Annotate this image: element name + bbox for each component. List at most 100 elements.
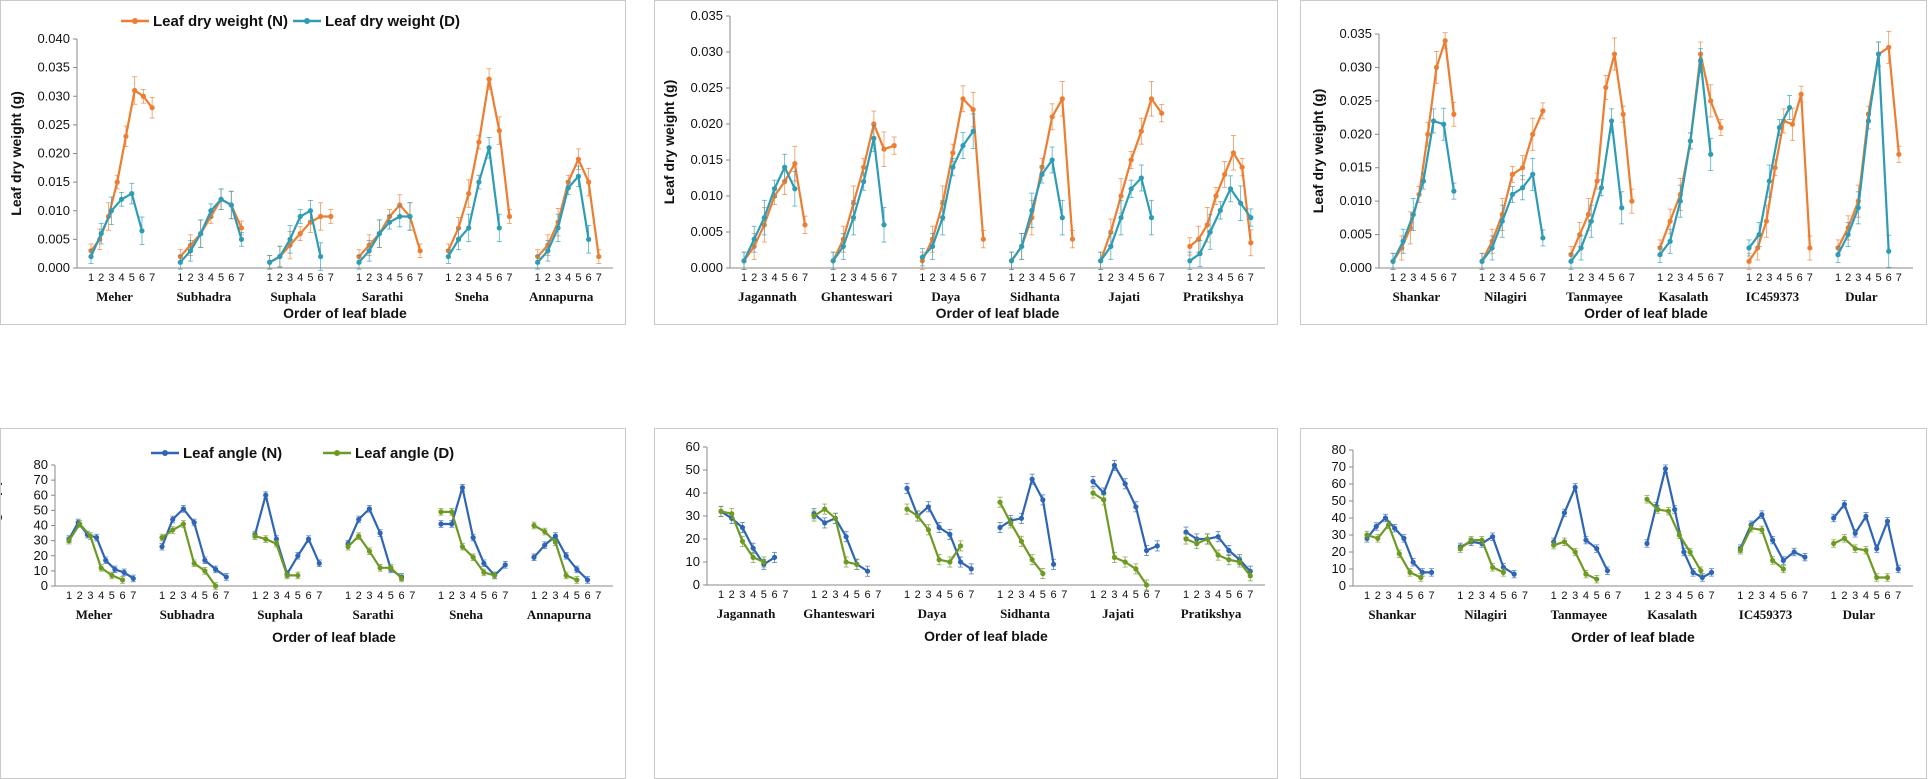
order-tick-label: 2: [1101, 589, 1107, 601]
data-point: [782, 164, 788, 170]
order-tick-label: 1: [1657, 272, 1663, 284]
y-tick-label: 60: [1332, 476, 1346, 491]
series-line: [90, 88, 153, 252]
data-point: [1667, 238, 1673, 244]
data-point: [1611, 51, 1618, 57]
data-point: [470, 535, 476, 541]
data-point: [771, 186, 778, 192]
order-tick-label: 1: [741, 272, 747, 284]
order-tick-label: 3: [1572, 590, 1578, 602]
order-tick-label: 4: [1420, 272, 1426, 284]
data-point: [596, 253, 602, 260]
data-point: [198, 231, 204, 237]
order-tick-label: 2: [277, 272, 283, 284]
weight-chart-2: 0.000 0.005 0.010 0.015 0.020 0.025 0.030 0.035…: [661, 8, 1265, 321]
order-tick-label: 4: [750, 589, 756, 601]
order-tick-label: 2: [356, 590, 362, 602]
data-point: [407, 213, 413, 220]
order-tick-label: 3: [1410, 272, 1416, 284]
weight-chart-3: 0.000 0.005 0.010 0.015 0.020 0.025 0.030 0.035…: [1310, 26, 1913, 321]
order-tick-label: 3: [739, 589, 745, 601]
legend-marker: [162, 450, 168, 456]
y-tick-label: 0.035: [690, 8, 723, 23]
data-point: [957, 543, 964, 549]
data-point: [159, 544, 165, 550]
data-point: [1594, 546, 1600, 552]
angle-panel-2: 0102030405060Leaf angle (θ)1234567Jagann…: [654, 428, 1278, 779]
data-point: [87, 533, 94, 539]
order-tick-label: 6: [1051, 589, 1057, 601]
data-point: [1069, 236, 1076, 242]
series-line: [1552, 483, 1609, 572]
order-tick-label: 4: [470, 590, 476, 602]
order-tick-label: 3: [761, 272, 767, 284]
data-point: [822, 506, 828, 512]
order-tick-label: 3: [1207, 272, 1213, 284]
data-point: [77, 521, 83, 527]
order-tick-label: 4: [771, 272, 777, 284]
data-point: [267, 259, 273, 265]
data-point: [1863, 513, 1869, 519]
x-axis-label: Order of leaf blade: [936, 305, 1060, 321]
y-tick-label: 0.000: [690, 260, 723, 275]
cultivar-label: Dular: [1843, 607, 1876, 622]
order-tick-label: 5: [1876, 272, 1882, 284]
y-tick-label: 10: [1332, 561, 1346, 576]
order-tick-label: 3: [180, 590, 186, 602]
weight-panel-2: 0.000 0.005 0.010 0.015 0.020 0.025 0.030 0.035…: [654, 0, 1278, 325]
order-tick-label: 4: [119, 272, 125, 284]
order-tick-label: 7: [417, 272, 423, 284]
order-tick-label: 2: [1019, 272, 1025, 284]
y-tick-label: 0.035: [1339, 26, 1372, 41]
data-point: [1737, 547, 1743, 553]
data-point: [366, 248, 372, 254]
order-tick-label: 2: [1748, 590, 1754, 602]
series-line: [1569, 53, 1633, 256]
data-point: [1375, 535, 1381, 541]
order-tick-label: 2: [929, 272, 935, 284]
order-tick-label: 6: [970, 272, 976, 284]
y-tick-label: 0.005: [1339, 227, 1372, 242]
order-tick-label: 7: [409, 590, 415, 602]
data-point: [1802, 554, 1808, 560]
order-tick-label: 1: [159, 590, 165, 602]
order-tick-label: 4: [843, 589, 849, 601]
series-line: [1189, 186, 1252, 262]
data-point: [555, 225, 561, 231]
order-tick-label: 7: [1802, 590, 1808, 602]
series-line: [253, 490, 321, 577]
data-point: [563, 553, 569, 559]
data-point: [1895, 566, 1901, 572]
order-tick-label: 5: [1138, 272, 1144, 284]
order-tick-label: 4: [1396, 590, 1402, 602]
data-point: [1667, 218, 1673, 224]
data-point: [1207, 229, 1213, 235]
cultivar-label: Ghanteswari: [821, 289, 893, 304]
order-tick-label: 3: [1677, 272, 1683, 284]
order-tick-label: 3: [1665, 590, 1671, 602]
order-tick-label: 2: [1489, 272, 1495, 284]
order-tick-label: 2: [98, 272, 104, 284]
data-point: [1194, 541, 1200, 547]
y-tick-label: 80: [1332, 442, 1346, 457]
y-tick-label: 0.005: [37, 231, 70, 246]
order-tick-label: 2: [170, 590, 176, 602]
order-tick-label: 3: [555, 272, 561, 284]
data-point: [1148, 96, 1155, 102]
order-tick-label: 5: [202, 590, 208, 602]
series-line: [1837, 53, 1890, 256]
data-point: [545, 248, 551, 254]
order-tick-label: 7: [1807, 272, 1813, 284]
data-point: [449, 509, 455, 515]
data-point: [1841, 535, 1848, 541]
data-point: [542, 528, 548, 535]
data-point: [398, 575, 405, 582]
data-point: [957, 559, 964, 565]
data-point: [202, 557, 208, 563]
order-tick-label: 1: [345, 590, 351, 602]
order-tick-label: 5: [486, 272, 492, 284]
data-point: [1090, 490, 1096, 496]
data-point: [1236, 559, 1243, 565]
data-point: [459, 544, 466, 550]
data-point: [1598, 185, 1605, 191]
